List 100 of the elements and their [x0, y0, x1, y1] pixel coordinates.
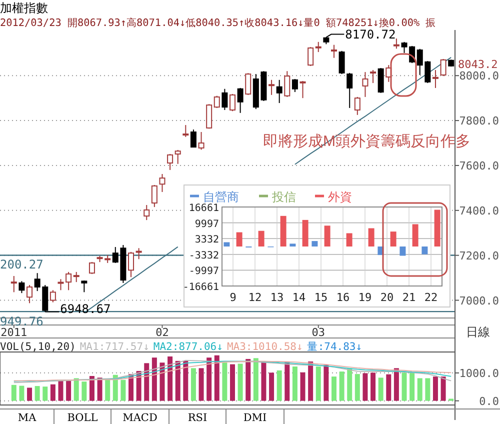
bar [292, 366, 298, 401]
candlestick [190, 129, 196, 148]
annotation: VOL(5,10,20) [0, 341, 76, 353]
bar [50, 384, 56, 401]
chart-subtitle: 2012/03/23 開8067.93↑高8071.04↓低8040.35↑收8043.16↓量0 額748251↓換0.00% 振 [0, 17, 436, 29]
bar [82, 382, 87, 401]
candlestick [245, 72, 252, 96]
candlestick [237, 87, 244, 114]
candlestick [300, 80, 306, 99]
bar [246, 358, 251, 401]
bar [236, 232, 242, 246]
text: MA [18, 412, 37, 424]
bar [312, 241, 318, 246]
chart-title: 加權指數 [0, 1, 48, 15]
bar [400, 246, 406, 256]
candlestick [214, 95, 220, 108]
bar [198, 368, 204, 401]
y-tick-label: 7800.0 [459, 114, 499, 128]
candlestick [370, 70, 376, 84]
bar [386, 374, 392, 401]
x-tick-label: 14 [292, 291, 306, 304]
bar [74, 378, 79, 401]
candlestick [308, 46, 314, 66]
annotation: 量:74.83↓ [306, 341, 362, 353]
candlestick [362, 72, 368, 98]
candlestick [198, 132, 204, 150]
candlestick [174, 149, 181, 164]
bar [402, 372, 407, 401]
bar [290, 244, 296, 246]
bar [390, 232, 396, 246]
bar [347, 368, 352, 401]
bar [97, 378, 102, 401]
bar [120, 380, 126, 401]
candlestick [159, 174, 166, 192]
bar [144, 363, 150, 401]
candlestick [222, 88, 228, 110]
text: DMI [243, 412, 267, 424]
bar [152, 358, 157, 401]
bar [190, 368, 196, 401]
bar [284, 361, 290, 401]
bar [258, 230, 264, 246]
bar [206, 358, 212, 401]
bar [324, 364, 329, 401]
x-tick-label: 9 [230, 291, 236, 304]
annotation: 200.27 [0, 257, 44, 272]
bar [370, 372, 376, 401]
y-tick-label: 7600.0 [459, 159, 499, 172]
candlestick [151, 184, 158, 208]
candlestick [268, 79, 275, 96]
bar [19, 386, 24, 401]
bar [66, 381, 72, 401]
candlestick [128, 251, 134, 278]
bar [302, 220, 308, 246]
bar [417, 378, 422, 401]
bar [378, 378, 384, 401]
candlestick [58, 278, 64, 291]
annotation: MA1:717.57↓ [80, 341, 150, 353]
candlestick [330, 44, 337, 58]
bar [238, 364, 243, 401]
candlestick [206, 104, 212, 130]
text: MACD [122, 412, 158, 424]
x-tick-label: 15 [314, 291, 328, 304]
candlestick [346, 72, 353, 108]
candlestick [167, 154, 174, 170]
bar [362, 373, 368, 401]
candlestick [354, 96, 360, 116]
y-tick-label: -16661 [182, 282, 219, 293]
text: 日線 [466, 325, 490, 339]
bar [230, 364, 235, 401]
bar [394, 368, 399, 401]
annotation: 8170.72 [345, 27, 396, 42]
legend-label: 自營商 [203, 190, 239, 204]
bar [168, 356, 173, 401]
bar [316, 366, 321, 401]
bar [27, 388, 32, 401]
x-tick-label: 20 [380, 291, 394, 304]
bar [175, 360, 180, 401]
y-tick-label: 3332 [194, 234, 219, 246]
bar [11, 384, 16, 401]
candlestick [50, 290, 56, 303]
x-tick-label: 12 [248, 291, 262, 304]
candlestick [18, 280, 25, 294]
x-tick-label: 21 [402, 291, 416, 304]
candlestick [292, 78, 298, 93]
y-tick-label: 7000.0 [459, 294, 499, 308]
candlestick [276, 79, 282, 104]
bar [410, 372, 415, 401]
bar [422, 246, 428, 254]
bar [160, 362, 165, 401]
candlestick [315, 41, 322, 53]
x-tick-label: 16 [336, 291, 350, 304]
candlestick [66, 271, 72, 291]
candlestick [144, 204, 150, 221]
x-tick-label: 03 [312, 326, 325, 339]
bar [253, 358, 258, 401]
bar [354, 374, 360, 401]
bar [183, 360, 188, 401]
y-tick-label: 1000.0 [459, 366, 499, 380]
bar [432, 376, 438, 401]
x-tick-label: 19 [358, 291, 372, 304]
